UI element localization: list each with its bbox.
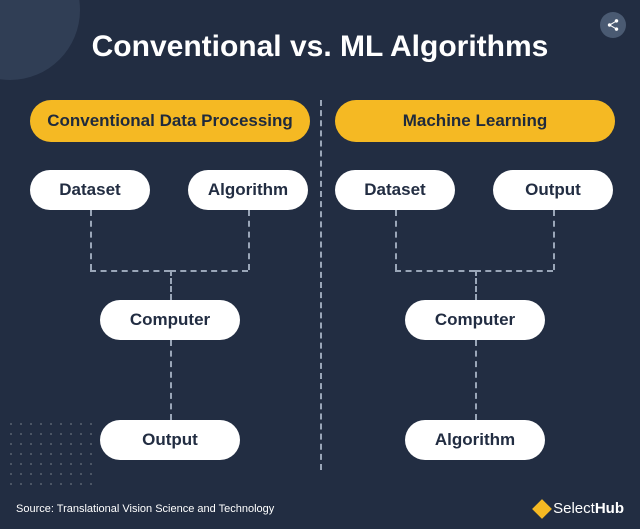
node-dataset-right: Dataset	[335, 170, 455, 210]
left-column: Conventional Data Processing Dataset Alg…	[30, 100, 310, 480]
connector	[475, 270, 477, 300]
right-header-pill: Machine Learning	[335, 100, 615, 142]
connector	[475, 340, 477, 420]
connector	[170, 270, 172, 300]
connector	[170, 340, 172, 420]
center-divider	[320, 100, 322, 470]
node-output-left: Output	[100, 420, 240, 460]
brand-logo: SelectHub	[535, 500, 624, 517]
connector	[395, 210, 397, 270]
connector	[248, 210, 250, 270]
infographic-canvas: Conventional vs. ML Algorithms Conventio…	[0, 0, 640, 529]
right-column: Machine Learning Dataset Output Computer…	[335, 100, 615, 480]
brand-text: SelectHub	[553, 500, 624, 517]
brand-prefix: Select	[553, 500, 595, 517]
connector	[170, 270, 248, 272]
brand-suffix: Hub	[595, 500, 624, 517]
node-dataset-left: Dataset	[30, 170, 150, 210]
connector	[90, 270, 170, 272]
page-title: Conventional vs. ML Algorithms	[0, 30, 640, 64]
node-output-right: Output	[493, 170, 613, 210]
connector	[475, 270, 553, 272]
source-label: Source: Translational Vision Science and…	[16, 503, 274, 515]
connector	[553, 210, 555, 270]
brand-mark-icon	[532, 499, 552, 519]
node-computer-left: Computer	[100, 300, 240, 340]
node-algorithm-right: Algorithm	[405, 420, 545, 460]
connector	[395, 270, 475, 272]
node-algorithm-left: Algorithm	[188, 170, 308, 210]
left-header-pill: Conventional Data Processing	[30, 100, 310, 142]
node-computer-right: Computer	[405, 300, 545, 340]
connector	[90, 210, 92, 270]
